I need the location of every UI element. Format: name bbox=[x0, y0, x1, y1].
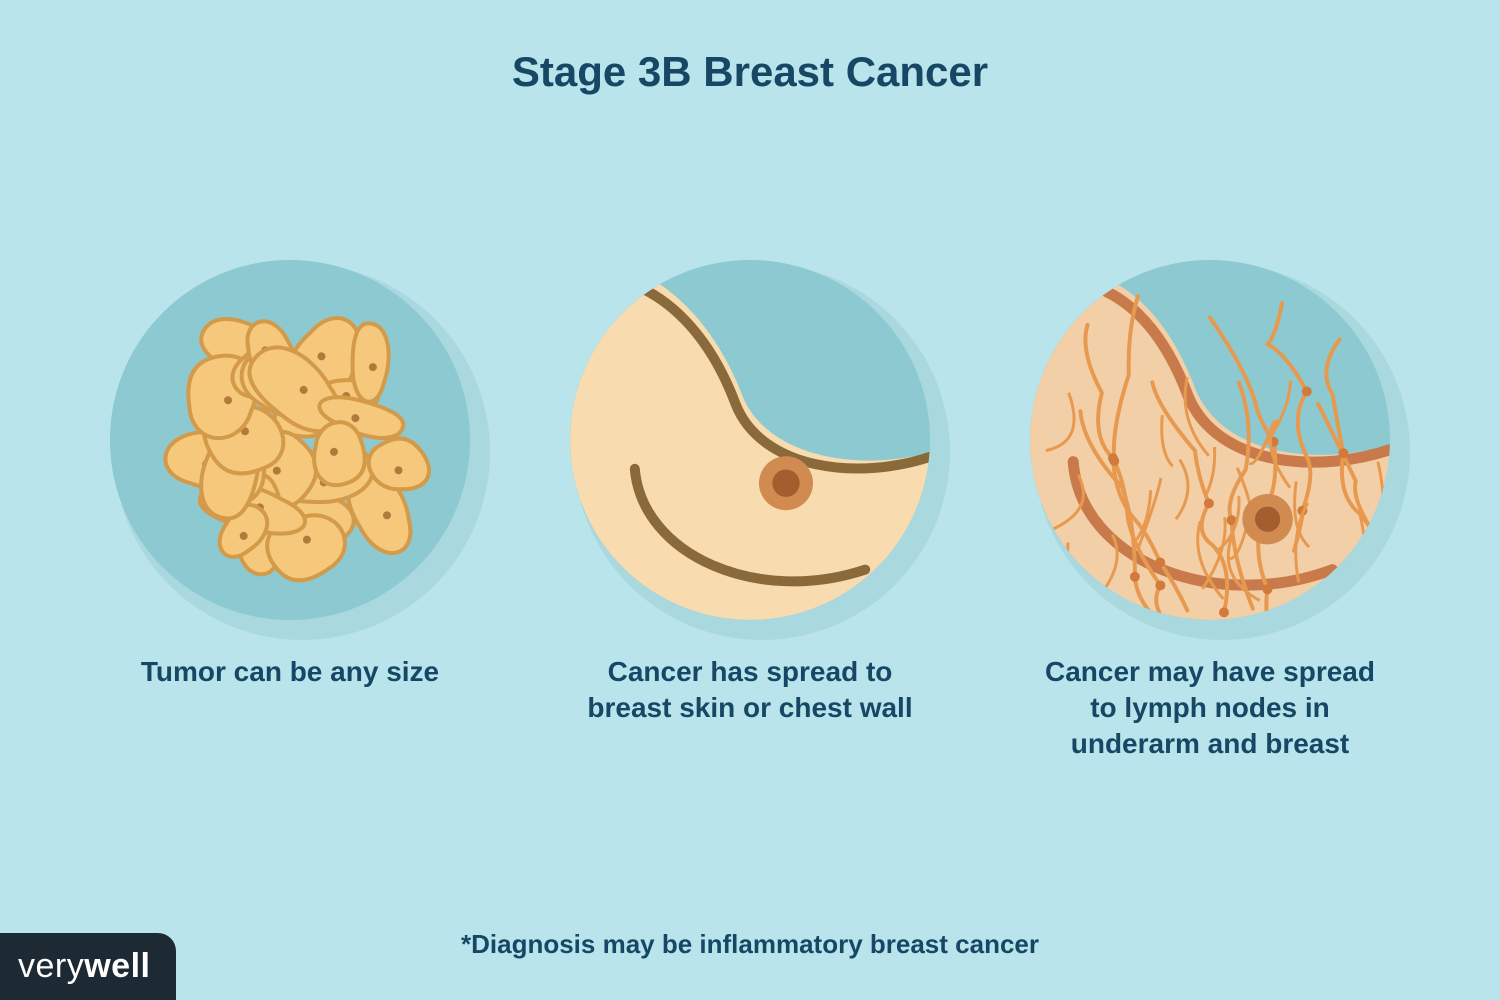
brand-logo: verywell bbox=[0, 933, 176, 1000]
brand-logo-segment: very bbox=[18, 947, 84, 986]
info-panel-lymph-spread: Cancer may have spread to lymph nodes in… bbox=[1030, 260, 1390, 761]
brand-logo-segment: well bbox=[84, 947, 150, 986]
lymph-illustration bbox=[1030, 260, 1390, 620]
panel-caption: Cancer may have spread to lymph nodes in… bbox=[1030, 654, 1390, 761]
cells-illustration bbox=[110, 260, 470, 620]
panel-caption: Cancer has spread to breast skin or ches… bbox=[570, 654, 930, 726]
panels-row: Tumor can be any size Cancer has spread … bbox=[110, 260, 1390, 761]
footnote-text: *Diagnosis may be inflammatory breast ca… bbox=[0, 929, 1500, 960]
panel-caption: Tumor can be any size bbox=[141, 654, 439, 690]
info-panel-skin-chest: Cancer has spread to breast skin or ches… bbox=[570, 260, 930, 726]
breast-illustration bbox=[570, 260, 930, 620]
page-title: Stage 3B Breast Cancer bbox=[0, 48, 1500, 96]
info-panel-tumor-size: Tumor can be any size bbox=[110, 260, 470, 690]
